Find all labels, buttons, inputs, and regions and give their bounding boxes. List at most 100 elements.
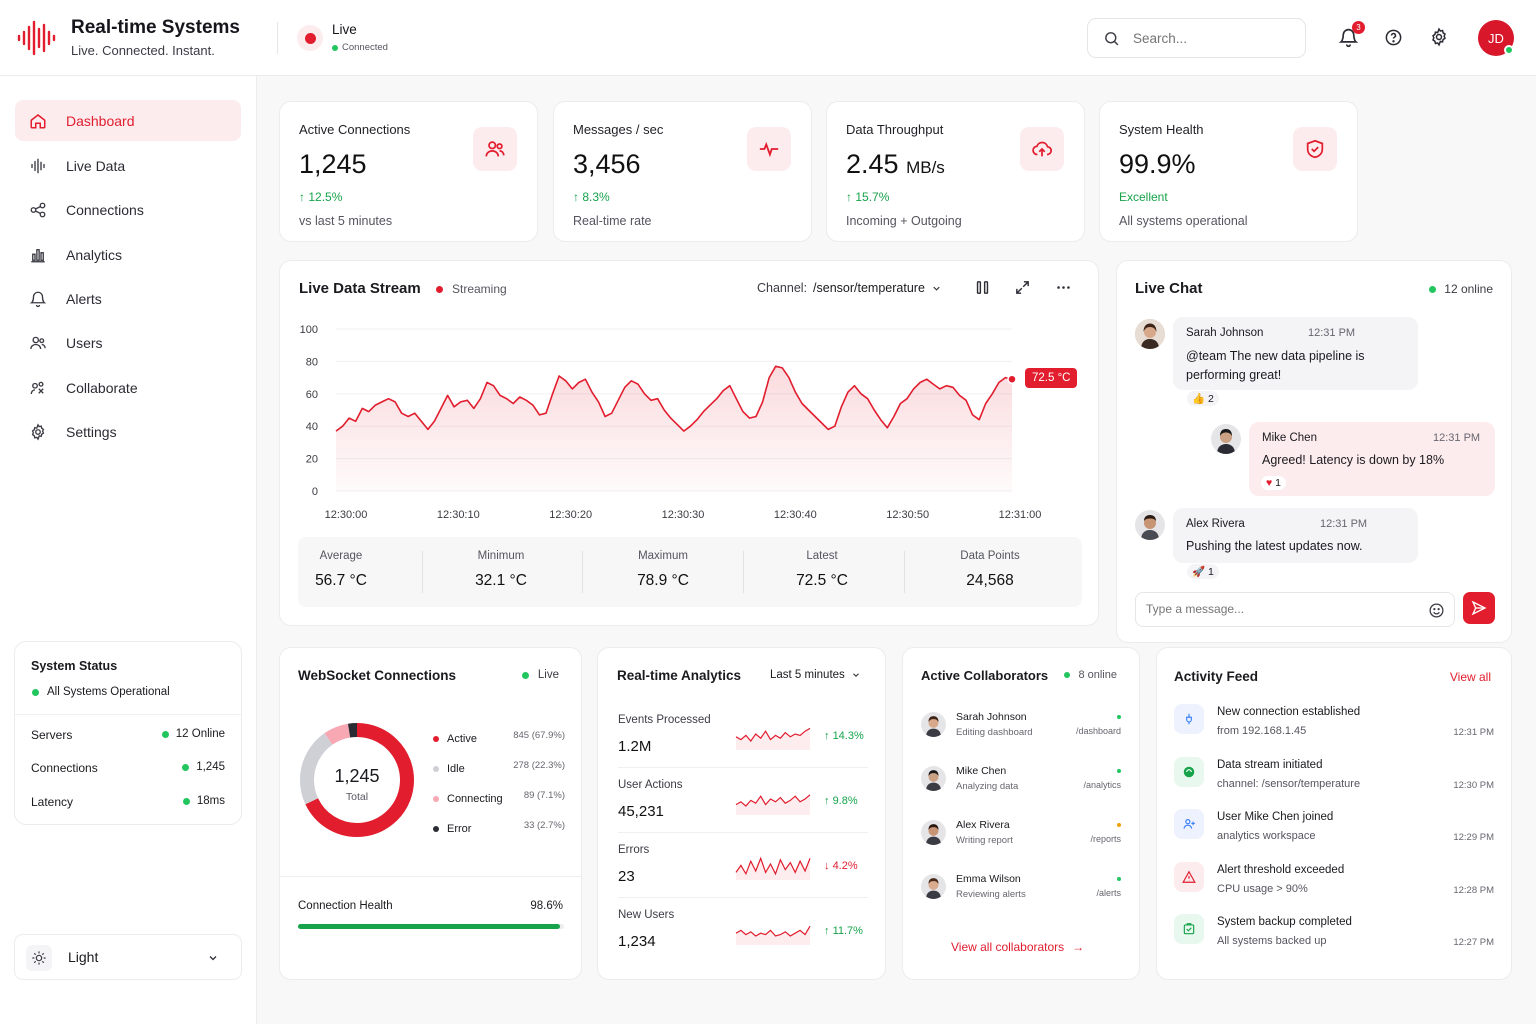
theme-select[interactable]: Light <box>14 934 242 980</box>
shield-icon <box>1293 127 1337 171</box>
activity-feed-card: Activity Feed View all New connection es… <box>1156 647 1512 980</box>
settings-button[interactable] <box>1429 27 1449 47</box>
legend-value: 845 (67.9%) <box>513 730 565 741</box>
message-input-box[interactable] <box>1135 592 1455 627</box>
sidebar-item-live-data[interactable]: Live Data <box>15 145 241 186</box>
stream-title: Live Data Stream <box>299 280 421 297</box>
chat-title: Live Chat <box>1135 280 1203 297</box>
collaborators-title: Active Collaborators <box>921 668 1049 683</box>
sparkline <box>735 856 811 880</box>
chat-message: Mike Chen 12:31 PM Agreed! Latency is do… <box>1249 422 1495 496</box>
donut-total-label: Total <box>345 791 369 803</box>
app-title: Real-time Systems <box>71 17 240 38</box>
chat-online-count: 12 online <box>1429 282 1493 296</box>
reaction-count: 1 <box>1208 566 1214 578</box>
avatar <box>921 712 946 737</box>
search-input[interactable] <box>1133 30 1283 46</box>
legend-value: 33 (2.7%) <box>523 820 565 831</box>
collaborator-name: Mike Chen <box>956 765 1007 777</box>
channel-label: Channel: <box>757 281 808 295</box>
search-box[interactable] <box>1087 18 1306 58</box>
collaborators-card: Active Collaborators 8 online View all c… <box>902 647 1140 980</box>
analytics-title: Real-time Analytics <box>617 668 742 683</box>
sidebar-item-collaborate[interactable]: Collaborate <box>15 367 241 408</box>
activity-time: 12:31 PM <box>1453 727 1494 738</box>
collaborate-icon <box>29 379 47 397</box>
collaborator-path: /reports <box>1090 834 1121 844</box>
reaction-thumbs-up[interactable]: 👍 2 <box>1187 391 1219 406</box>
collaborator-path: /dashboard <box>1075 726 1121 736</box>
kpi-change: ↑ 12.5% <box>299 190 343 204</box>
stat-value: 32.1 °C <box>475 572 527 589</box>
notifications-button[interactable]: 3 <box>1338 21 1365 48</box>
analytics-label: Events Processed <box>618 714 711 726</box>
sidebar-item-connections[interactable]: Connections <box>15 189 241 230</box>
wave-icon <box>29 157 47 175</box>
users-icon <box>29 334 47 352</box>
status-value: 12 Online <box>161 728 225 740</box>
user-avatar[interactable]: JD <box>1478 20 1514 56</box>
stat-maximum: Maximum 78.9 °C <box>588 550 738 590</box>
live-label: Live <box>332 22 357 37</box>
legend-value: 278 (22.3%) <box>513 760 565 771</box>
notification-badge: 3 <box>1352 21 1365 34</box>
pulse-icon <box>747 127 791 171</box>
warning-icon <box>1174 861 1204 892</box>
donut-slice-error <box>300 723 414 837</box>
sidebar-item-analytics[interactable]: Analytics <box>15 234 241 275</box>
sidebar-item-dashboard[interactable]: Dashboard <box>15 100 241 141</box>
analytics-change: ↑ 11.7% <box>824 925 863 937</box>
view-all-activity-link[interactable]: View all <box>1449 670 1491 684</box>
kpi-subtext: Real-time rate <box>573 214 652 228</box>
x-tick-label: 12:30:40 <box>774 509 817 521</box>
online-count: 12 online <box>1444 282 1493 296</box>
sidebar-item-settings[interactable]: Settings <box>15 411 241 452</box>
send-button[interactable] <box>1463 592 1495 624</box>
analytics-change: ↑ 14.3% <box>824 730 864 742</box>
online-status-dot <box>1504 45 1514 55</box>
connections-value: 1,245 <box>196 761 225 773</box>
channel-select[interactable]: Channel: /sensor/temperature <box>757 281 942 295</box>
health-value: 98.6% <box>530 900 563 912</box>
kpi-change: Excellent <box>1119 190 1168 204</box>
pause-button[interactable] <box>974 279 991 296</box>
more-options-button[interactable] <box>1055 279 1072 296</box>
sidebar-item-label: Alerts <box>66 290 102 307</box>
activity-time: 12:27 PM <box>1453 937 1494 948</box>
user-plus-icon <box>1174 809 1204 839</box>
stat-label: Average <box>319 550 363 562</box>
kpi-system-health: System Health 99.9% Excellent All system… <box>1099 101 1358 242</box>
sidebar-item-label: Live Data <box>66 157 126 174</box>
health-label: Connection Health <box>298 900 393 912</box>
range-label: Last 5 minutes <box>770 669 845 681</box>
emoji-icon[interactable] <box>1428 602 1445 619</box>
reaction-heart[interactable]: ♥ 1 <box>1261 476 1286 490</box>
range-select[interactable]: Last 5 minutes <box>770 669 861 681</box>
kpi-subtext: vs last 5 minutes <box>299 214 393 228</box>
presence-dot <box>1117 823 1121 827</box>
sidebar-item-users[interactable]: Users <box>15 322 241 363</box>
theme-label: Light <box>68 949 99 965</box>
x-tick-label: 12:30:00 <box>325 509 368 521</box>
message-input[interactable] <box>1146 602 1406 616</box>
analytics-change-value: 4.2% <box>832 860 858 872</box>
kpi-label: System Health <box>1119 122 1204 137</box>
avatar <box>1135 510 1165 540</box>
online-count: 8 online <box>1078 669 1117 681</box>
kpi-value: 3,456 <box>573 149 641 180</box>
activity-detail: channel: /sensor/temperature <box>1217 777 1361 790</box>
view-all-collaborators-link[interactable]: View all collaborators → <box>951 940 1084 954</box>
channel-value: /sensor/temperature <box>813 281 925 295</box>
kpi-value: 1,245 <box>299 149 367 180</box>
sidebar-item-alerts[interactable]: Alerts <box>15 278 241 319</box>
donut-total: 1,245 <box>334 766 380 786</box>
expand-icon <box>1016 281 1029 294</box>
kpi-unit: MB/s <box>906 158 945 177</box>
help-button[interactable] <box>1384 28 1403 47</box>
chat-message: Sarah Johnson 12:31 PM @team The new dat… <box>1173 317 1418 390</box>
reaction-rocket[interactable]: 🚀 1 <box>1187 564 1219 579</box>
message-time: 12:31 PM <box>1433 432 1481 444</box>
kpi-change-value: 15.7% <box>855 190 890 204</box>
legend-label: Active <box>447 733 477 745</box>
expand-button[interactable] <box>1014 279 1031 296</box>
